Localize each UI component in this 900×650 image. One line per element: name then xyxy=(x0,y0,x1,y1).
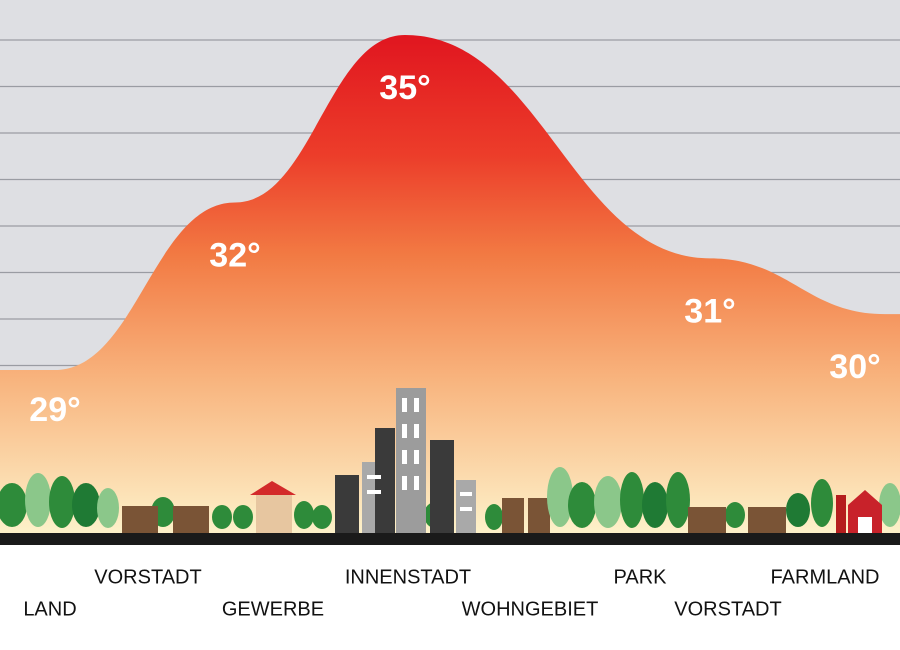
zone-label: PARK xyxy=(614,566,668,588)
temperature-label: 31° xyxy=(684,292,735,330)
houses-right xyxy=(688,490,882,534)
zone-label: VORSTADT xyxy=(94,566,201,588)
zone-label: FARMLAND xyxy=(771,566,880,588)
ground xyxy=(0,533,900,545)
temperature-label: 35° xyxy=(379,69,430,107)
zone-label: VORSTADT xyxy=(674,598,781,620)
zone-label: LAND xyxy=(23,598,76,620)
skyline xyxy=(335,388,476,534)
labels: 29° 32° 35° 31° 30° LAND VORSTADT GEWERBE INNENS… xyxy=(23,69,880,620)
temperature-label: 32° xyxy=(209,236,260,274)
zone-label: GEWERBE xyxy=(222,598,324,620)
houses-left xyxy=(122,481,550,534)
trees-right xyxy=(547,467,900,528)
heat-area xyxy=(0,35,900,535)
temperature-label: 29° xyxy=(29,391,80,429)
zone-label: WOHNGEBIET xyxy=(462,598,599,620)
scene xyxy=(0,388,900,545)
zone-label: INNENSTADT xyxy=(345,566,471,588)
area-layer xyxy=(0,35,900,535)
temperature-label: 30° xyxy=(829,348,880,386)
